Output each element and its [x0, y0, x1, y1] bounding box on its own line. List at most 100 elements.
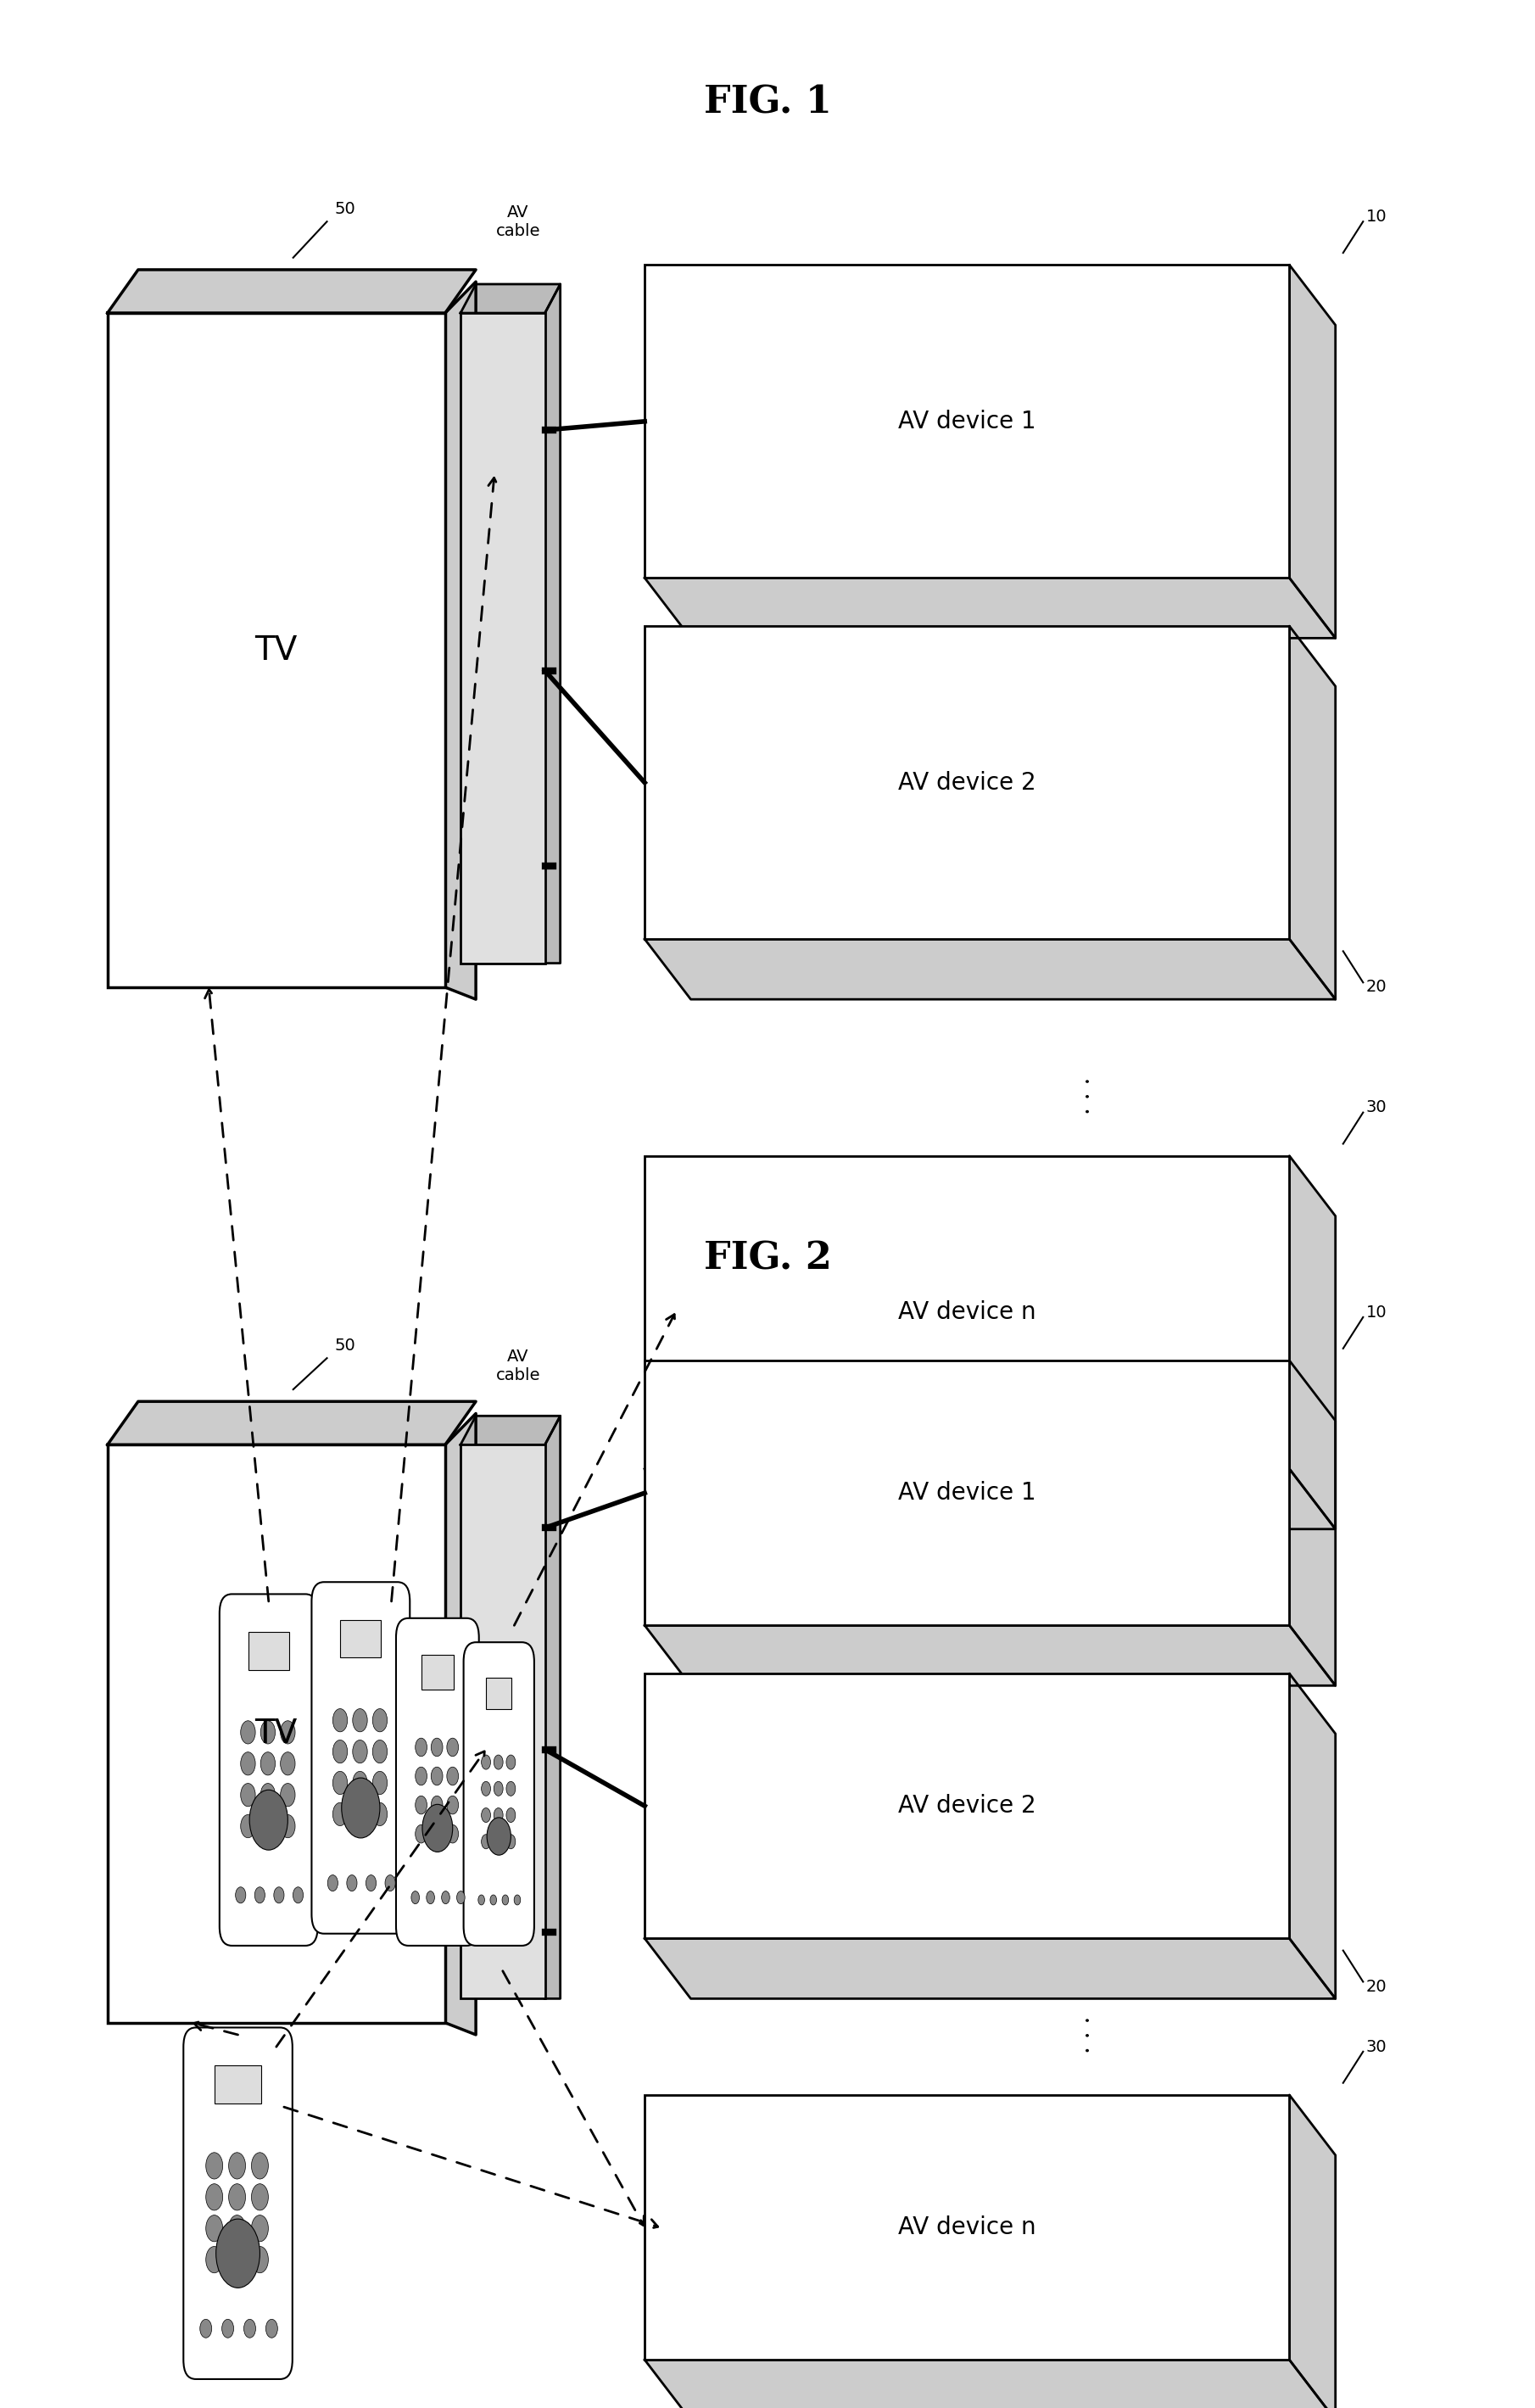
Circle shape: [373, 1772, 387, 1794]
Circle shape: [266, 2319, 278, 2338]
Circle shape: [353, 1772, 367, 1794]
Text: AV
cable: AV cable: [496, 205, 540, 238]
Circle shape: [353, 1710, 367, 1731]
Circle shape: [422, 1804, 453, 1852]
Text: FIG. 1: FIG. 1: [703, 84, 832, 120]
Circle shape: [241, 1753, 255, 1775]
Bar: [460, 1445, 545, 1999]
Circle shape: [514, 1895, 520, 1905]
FancyBboxPatch shape: [184, 2028, 292, 2379]
Circle shape: [347, 1876, 358, 1890]
FancyBboxPatch shape: [396, 1618, 479, 1946]
Circle shape: [447, 1739, 459, 1755]
Polygon shape: [645, 1625, 1335, 1686]
Polygon shape: [645, 1938, 1335, 1999]
Circle shape: [333, 1804, 347, 1825]
Circle shape: [487, 1818, 511, 1854]
Polygon shape: [460, 1416, 560, 1445]
Circle shape: [416, 1739, 427, 1755]
Text: 20: 20: [1366, 980, 1388, 995]
Circle shape: [416, 1767, 427, 1784]
Circle shape: [223, 2319, 233, 2338]
Circle shape: [507, 1782, 516, 1796]
Bar: [645, 1361, 1289, 1625]
Circle shape: [261, 1722, 275, 1743]
Polygon shape: [645, 1469, 1335, 1529]
Circle shape: [447, 1767, 459, 1784]
Circle shape: [353, 1741, 367, 1763]
Text: TV: TV: [255, 633, 298, 667]
Circle shape: [255, 1888, 266, 1902]
Circle shape: [241, 1722, 255, 1743]
Polygon shape: [1289, 1156, 1335, 1529]
Circle shape: [244, 2319, 256, 2338]
Circle shape: [229, 2247, 246, 2273]
Text: · · ·: · · ·: [1079, 1076, 1101, 1115]
Polygon shape: [1289, 1361, 1335, 1686]
Text: 50: 50: [335, 200, 356, 217]
Circle shape: [333, 1772, 347, 1794]
Circle shape: [235, 1888, 246, 1902]
Text: 10: 10: [1366, 1305, 1388, 1320]
Bar: [215, 2066, 261, 2102]
Circle shape: [431, 1825, 442, 1842]
Circle shape: [490, 1895, 497, 1905]
Circle shape: [482, 1835, 491, 1849]
Polygon shape: [445, 282, 476, 999]
Circle shape: [447, 1796, 459, 1813]
Bar: [249, 1633, 289, 1669]
Bar: [645, 2095, 1289, 2360]
FancyBboxPatch shape: [312, 1582, 410, 1934]
Circle shape: [229, 2215, 246, 2242]
Text: · · ·: · · ·: [1079, 2015, 1101, 2054]
Circle shape: [507, 1808, 516, 1823]
Polygon shape: [107, 1401, 476, 1445]
Polygon shape: [645, 939, 1335, 999]
Circle shape: [293, 1888, 304, 1902]
Text: AV device 2: AV device 2: [898, 1794, 1036, 1818]
Circle shape: [273, 1888, 284, 1902]
Circle shape: [281, 1722, 295, 1743]
Polygon shape: [545, 1416, 560, 1999]
Circle shape: [373, 1710, 387, 1731]
Circle shape: [507, 1755, 516, 1770]
Polygon shape: [1289, 626, 1335, 999]
Circle shape: [261, 1753, 275, 1775]
Text: AV device n: AV device n: [898, 1300, 1036, 1324]
Circle shape: [200, 2319, 212, 2338]
Circle shape: [442, 1890, 450, 1905]
Circle shape: [482, 1782, 491, 1796]
Circle shape: [206, 2247, 223, 2273]
FancyBboxPatch shape: [464, 1642, 534, 1946]
Polygon shape: [645, 578, 1335, 638]
Polygon shape: [107, 270, 476, 313]
Text: FIG. 2: FIG. 2: [703, 1240, 832, 1276]
Bar: [645, 1674, 1289, 1938]
Text: AV
cable: AV cable: [496, 1348, 540, 1382]
Text: 20: 20: [1366, 1979, 1388, 1994]
Circle shape: [252, 2215, 269, 2242]
Circle shape: [447, 1825, 459, 1842]
Circle shape: [494, 1835, 503, 1849]
Circle shape: [482, 1808, 491, 1823]
Circle shape: [431, 1739, 442, 1755]
Circle shape: [431, 1796, 442, 1813]
Circle shape: [494, 1755, 503, 1770]
Bar: [422, 1654, 453, 1690]
Circle shape: [333, 1710, 347, 1731]
Circle shape: [427, 1890, 434, 1905]
Polygon shape: [1289, 2095, 1335, 2408]
Circle shape: [482, 1755, 491, 1770]
Circle shape: [206, 2215, 223, 2242]
Polygon shape: [1289, 1674, 1335, 1999]
Bar: [107, 313, 445, 987]
Circle shape: [494, 1808, 503, 1823]
Text: AV device 1: AV device 1: [898, 1481, 1036, 1505]
Circle shape: [342, 1777, 379, 1837]
Circle shape: [333, 1741, 347, 1763]
Polygon shape: [460, 284, 560, 313]
Circle shape: [411, 1890, 419, 1905]
Polygon shape: [1289, 265, 1335, 638]
Bar: [645, 626, 1289, 939]
FancyBboxPatch shape: [220, 1594, 318, 1946]
